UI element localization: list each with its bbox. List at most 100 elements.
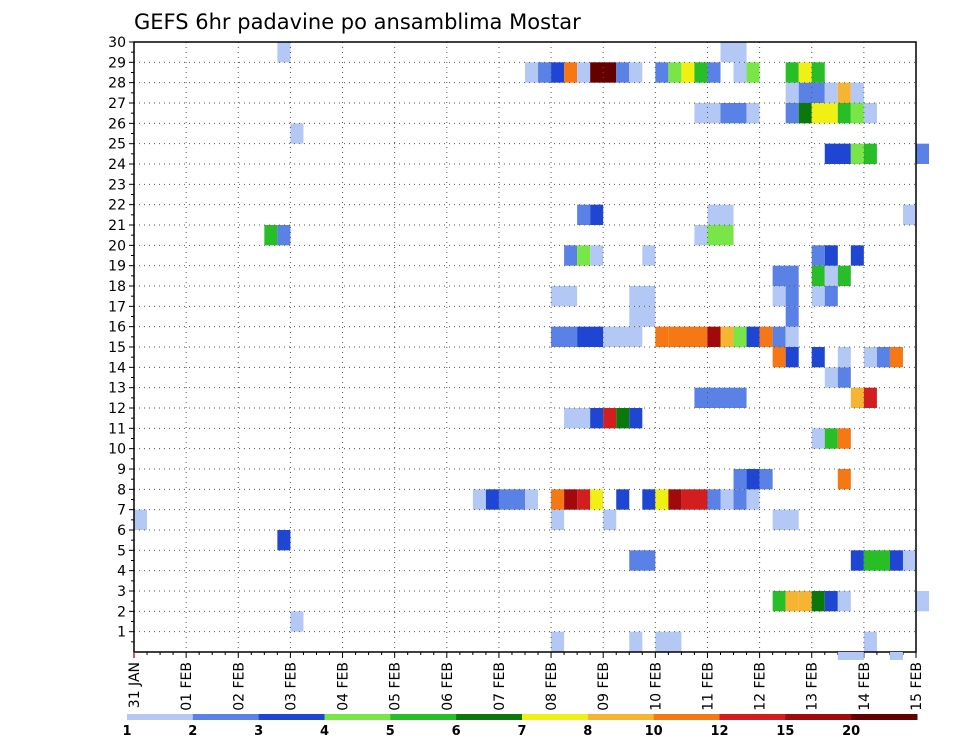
x-tick-label: 11 FEB: [700, 662, 716, 711]
below-axis-cell: [837, 652, 864, 660]
y-tick-label: 24: [108, 157, 126, 173]
colorbar-label: 6: [452, 724, 461, 739]
cell-member-8-15: [733, 489, 747, 510]
cell-member-22-3: [902, 204, 916, 225]
cell-member-7-3: [772, 509, 799, 530]
cell-member-15-5: [876, 347, 890, 368]
cell-member-29-8: [655, 62, 669, 83]
cell-member-5-2: [863, 550, 890, 571]
cell-member-27-2: [746, 103, 760, 124]
cell-member-8-2: [498, 489, 525, 510]
colorbar-label: 4: [320, 724, 329, 739]
cell-member-5-4: [902, 550, 916, 571]
colorbar-swatch-3: [258, 714, 325, 720]
cell-member-11-1: [824, 428, 838, 449]
cell-member-20-2: [590, 245, 604, 266]
cell-member-16-1: [577, 326, 604, 347]
colorbar-label: 12: [710, 724, 728, 739]
x-tick-label: 08 FEB: [544, 662, 560, 711]
cell-member-15-6: [889, 347, 903, 368]
cell-member-3-4: [824, 591, 838, 612]
y-tick-label: 2: [117, 604, 126, 620]
cell-member-9-3: [837, 469, 851, 490]
cell-member-25-1: [850, 143, 864, 164]
y-tick-label: 10: [108, 442, 126, 458]
y-tick-label: 25: [108, 137, 126, 153]
cell-member-28-0: [785, 82, 799, 103]
cell-member-30-1: [720, 42, 747, 63]
colorbar-swatch-12: [851, 714, 918, 720]
cell-member-15-4: [863, 347, 877, 368]
cell-member-26-0: [290, 123, 304, 144]
cell-member-20-6: [850, 245, 864, 266]
cell-member-3-3: [811, 591, 825, 612]
y-tick-label: 22: [108, 198, 126, 214]
cell-member-16-8: [746, 326, 760, 347]
cell-member-3-0: [772, 591, 786, 612]
cell-member-15-3: [837, 347, 851, 368]
x-tick-label: 09 FEB: [596, 662, 612, 711]
colorbar-label: 8: [583, 724, 592, 739]
x-tick-label: 03 FEB: [283, 662, 299, 711]
cell-member-7-0: [134, 509, 148, 530]
x-tick-label: 13 FEB: [805, 662, 821, 711]
colorbar-swatch-7: [522, 714, 589, 720]
cell-member-29-17: [811, 62, 825, 83]
colorbar-swatch-11: [785, 714, 852, 720]
colorbar-label: 3: [254, 724, 263, 739]
cell-member-19-0: [772, 265, 799, 286]
cell-member-29-10: [681, 62, 695, 83]
cell-member-29-1: [538, 62, 552, 83]
y-tick-label: 27: [108, 96, 126, 112]
cell-member-20-1: [577, 245, 591, 266]
cell-member-16-6: [720, 326, 734, 347]
cell-member-14-0: [824, 367, 838, 388]
cell-member-8-5: [564, 489, 578, 510]
x-tick-label: 02 FEB: [231, 662, 247, 711]
cell-member-3-1: [785, 591, 799, 612]
cell-member-16-3: [655, 326, 669, 347]
cell-member-17-0: [629, 306, 656, 327]
colorbar-label: 20: [842, 724, 860, 739]
cell-member-21-1: [277, 225, 291, 246]
y-tick-label: 26: [108, 116, 126, 132]
cell-member-19-1: [811, 265, 825, 286]
cell-member-29-11: [694, 62, 708, 83]
cell-member-29-4: [577, 62, 591, 83]
y-tick-label: 14: [108, 360, 126, 376]
cell-member-16-4: [668, 326, 708, 347]
cell-member-8-1: [485, 489, 499, 510]
cell-member-30-0: [277, 42, 291, 63]
cell-member-3-5: [837, 591, 851, 612]
cell-member-16-7: [733, 326, 747, 347]
cell-member-16-9: [759, 326, 773, 347]
y-tick-label: 17: [108, 299, 126, 315]
cell-member-3-2: [798, 591, 812, 612]
colorbar-swatch-4: [324, 714, 391, 720]
colorbar-swatch-8: [587, 714, 655, 720]
cell-member-25-3: [916, 143, 930, 164]
y-tick-label: 3: [117, 584, 126, 600]
cell-member-29-9: [668, 62, 682, 83]
colorbar-label: 10: [645, 724, 663, 739]
cell-member-16-10: [772, 326, 786, 347]
cell-member-2-0: [290, 611, 304, 632]
colorbar-swatch-1: [127, 714, 194, 720]
colorbar-swatch-9: [653, 714, 720, 720]
cell-member-21-2: [694, 225, 708, 246]
colorbar-swatch-6: [456, 714, 523, 720]
cell-member-5-1: [850, 550, 864, 571]
chart-title: GEFS 6hr padavine po ansamblima Mostar: [134, 10, 581, 34]
cell-member-18-4: [811, 286, 825, 307]
y-tick-label: 30: [108, 35, 126, 51]
y-tick-label: 6: [117, 523, 126, 539]
cell-member-29-15: [785, 62, 799, 83]
cell-member-8-10: [655, 489, 669, 510]
cell-member-9-0: [733, 469, 747, 490]
cell-member-1-1: [629, 631, 643, 652]
cell-member-27-4: [798, 103, 812, 124]
cell-member-8-4: [551, 489, 565, 510]
x-tick-label: 12 FEB: [753, 662, 769, 711]
y-tick-label: 29: [108, 55, 126, 71]
cell-member-12-1: [590, 408, 604, 429]
